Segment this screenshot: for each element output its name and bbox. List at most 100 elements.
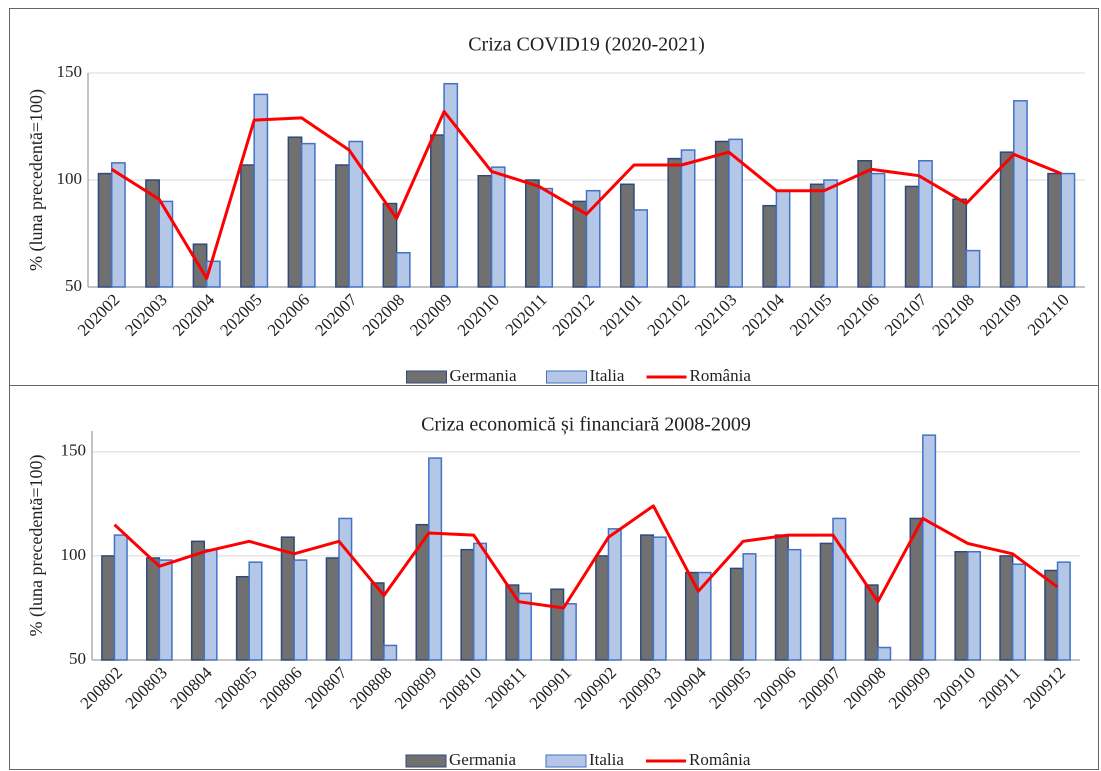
bar <box>952 198 968 288</box>
x-tick-label: 202011 <box>502 290 551 339</box>
bar <box>857 159 873 288</box>
bar <box>640 534 655 661</box>
x-tick-label: 202004 <box>169 290 219 340</box>
bar <box>595 555 610 661</box>
line-series <box>113 504 1059 610</box>
x-tick-label: 200911 <box>975 663 1024 712</box>
bar <box>443 82 459 288</box>
bar <box>472 542 488 661</box>
bar <box>680 149 696 288</box>
bar <box>954 550 969 661</box>
bar <box>300 142 316 288</box>
y-tick-label: 50 <box>69 649 86 668</box>
bar <box>922 434 937 661</box>
bar <box>728 138 743 288</box>
legend-label: România <box>690 366 752 385</box>
x-tick-label: 200802 <box>77 663 126 712</box>
bar <box>585 189 601 288</box>
x-tick-label: 200912 <box>1020 663 1069 712</box>
y-tick-label: 50 <box>65 276 82 295</box>
x-tick-label: 200902 <box>571 663 620 712</box>
y-tick-label: 150 <box>57 62 83 81</box>
legend-swatch <box>405 754 447 768</box>
x-tick-label: 200806 <box>256 663 305 712</box>
bar <box>538 187 554 288</box>
bar <box>1013 100 1028 288</box>
x-tick-label: 202110 <box>1024 290 1073 339</box>
bar <box>1056 561 1071 661</box>
bar <box>430 134 445 288</box>
x-tick-label: 200909 <box>885 663 934 712</box>
legend-swatch <box>546 370 587 384</box>
x-tick-label: 200901 <box>526 663 575 712</box>
x-tick-label: 202008 <box>359 290 408 339</box>
y-axis-label: % (luna precedentă=100) <box>26 454 47 636</box>
bar <box>428 457 443 661</box>
bar <box>325 557 340 661</box>
bar <box>158 559 173 661</box>
x-tick-label: 200908 <box>840 663 889 712</box>
x-tick-label: 200904 <box>660 663 710 713</box>
bar <box>1011 563 1026 661</box>
bar <box>832 517 847 661</box>
bar <box>293 559 308 661</box>
bar <box>904 185 920 288</box>
legend-label: România <box>689 750 751 769</box>
bar <box>348 140 364 288</box>
bar <box>809 183 825 288</box>
bar <box>524 179 540 288</box>
bar <box>248 561 263 661</box>
x-tick-label: 202104 <box>738 290 788 340</box>
bar <box>823 179 838 288</box>
bar <box>370 582 385 661</box>
bar <box>335 164 350 288</box>
bar <box>146 557 161 661</box>
x-tick-label: 202007 <box>311 290 361 340</box>
x-tick-label: 202102 <box>644 290 693 339</box>
bar <box>999 555 1014 661</box>
x-tick-label: 202002 <box>74 290 123 339</box>
bar <box>870 172 886 288</box>
x-tick-label: 202009 <box>406 290 455 339</box>
bar <box>562 603 577 661</box>
bar <box>742 553 757 661</box>
bar <box>280 536 295 661</box>
bar <box>999 151 1015 288</box>
bar <box>477 174 493 288</box>
legend-swatch <box>545 754 587 768</box>
x-tick-label: 202006 <box>264 290 313 339</box>
bar <box>240 164 255 288</box>
bar <box>607 528 622 661</box>
y-tick-label: 100 <box>61 545 87 564</box>
bar <box>864 584 879 661</box>
y-tick-label: 150 <box>61 441 87 460</box>
y-tick-label: 100 <box>57 169 83 188</box>
bar <box>415 523 430 661</box>
legend-label: Italia <box>589 750 624 769</box>
bar <box>235 575 250 661</box>
bar <box>383 644 398 661</box>
x-tick-label: 200811 <box>481 663 530 712</box>
bar <box>395 252 411 288</box>
x-tick-label: 202012 <box>549 290 598 339</box>
bar <box>338 517 353 661</box>
bar <box>97 172 113 288</box>
x-tick-label: 200807 <box>301 663 351 713</box>
x-tick-label: 200804 <box>166 663 216 713</box>
x-tick-label: 202003 <box>121 290 170 339</box>
bar <box>110 162 126 288</box>
bar <box>667 157 683 288</box>
x-tick-label: 200808 <box>346 663 395 712</box>
bar <box>113 534 128 661</box>
x-tick-label: 202101 <box>596 290 645 339</box>
bar <box>787 548 802 661</box>
bar <box>633 209 649 288</box>
bar <box>460 548 475 661</box>
bar <box>550 588 565 661</box>
bar <box>158 200 174 288</box>
bar <box>490 166 506 288</box>
bar <box>918 159 933 288</box>
x-tick-label: 202103 <box>691 290 740 339</box>
bar <box>762 204 778 288</box>
